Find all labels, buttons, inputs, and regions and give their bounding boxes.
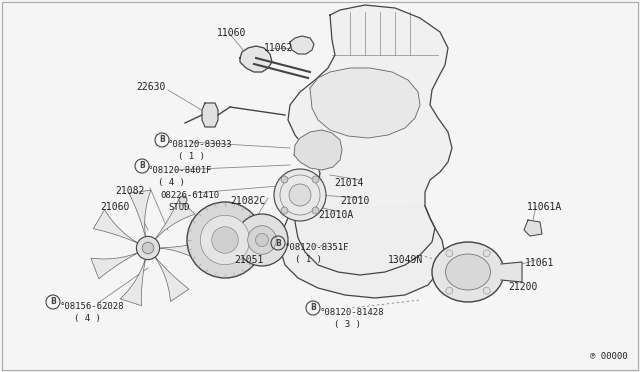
Text: 21082: 21082 [115,186,145,196]
Text: 11061: 11061 [525,258,554,268]
Text: 21200: 21200 [508,282,538,292]
Polygon shape [154,199,195,241]
Text: 11061A: 11061A [527,202,563,212]
Circle shape [136,236,159,260]
Text: 21014: 21014 [334,178,364,188]
Text: °08120-8351F: °08120-8351F [285,243,349,252]
Text: °08120-8401F: °08120-8401F [148,166,212,175]
Polygon shape [202,103,218,127]
Text: 21010: 21010 [340,196,369,206]
Ellipse shape [289,184,311,206]
Circle shape [200,215,250,265]
Polygon shape [157,242,205,264]
Circle shape [281,176,288,183]
Text: ( 4 ): ( 4 ) [158,178,185,187]
Circle shape [483,250,490,257]
Circle shape [236,214,288,266]
Ellipse shape [274,169,326,221]
Text: 22630: 22630 [136,82,165,92]
Polygon shape [240,46,272,72]
Polygon shape [154,255,189,301]
Text: 21051: 21051 [234,255,264,265]
Polygon shape [294,130,342,170]
Ellipse shape [445,254,490,290]
Text: 21010A: 21010A [318,210,353,220]
Circle shape [281,207,288,214]
Text: STUD: STUD [168,203,189,212]
Polygon shape [288,5,452,275]
Text: ( 4 ): ( 4 ) [74,314,101,323]
Text: 08226-61410: 08226-61410 [160,191,219,200]
Text: ( 1 ): ( 1 ) [295,255,322,264]
Text: B: B [159,135,165,144]
Text: ℗ 00000: ℗ 00000 [590,352,628,361]
Text: 11060: 11060 [217,28,246,38]
Text: ( 3 ): ( 3 ) [334,320,361,329]
Text: ( 1 ): ( 1 ) [178,152,205,161]
Circle shape [142,242,154,254]
Circle shape [248,226,276,254]
Text: B: B [275,238,281,247]
Circle shape [179,196,187,204]
Circle shape [312,207,319,214]
Circle shape [483,287,490,294]
Text: 21060: 21060 [100,202,129,212]
Polygon shape [524,220,542,236]
Polygon shape [290,36,314,54]
Circle shape [187,202,263,278]
Text: 11062: 11062 [264,43,293,53]
Circle shape [212,227,238,253]
Polygon shape [93,209,140,244]
Polygon shape [280,206,445,298]
Text: B: B [139,161,145,170]
Circle shape [446,250,453,257]
Polygon shape [501,262,522,282]
Text: B: B [50,298,56,307]
Polygon shape [91,252,140,279]
Polygon shape [120,256,146,306]
Text: 21082C: 21082C [230,196,265,206]
Polygon shape [310,68,420,138]
Text: °08156-62028: °08156-62028 [60,302,125,311]
Ellipse shape [432,242,504,302]
Text: 13049N: 13049N [388,255,423,265]
Polygon shape [129,190,151,240]
Circle shape [255,234,269,247]
Circle shape [312,176,319,183]
Text: °08120-83033: °08120-83033 [168,140,232,149]
Text: B: B [310,304,316,312]
Text: °08120-81428: °08120-81428 [320,308,385,317]
Circle shape [446,287,453,294]
